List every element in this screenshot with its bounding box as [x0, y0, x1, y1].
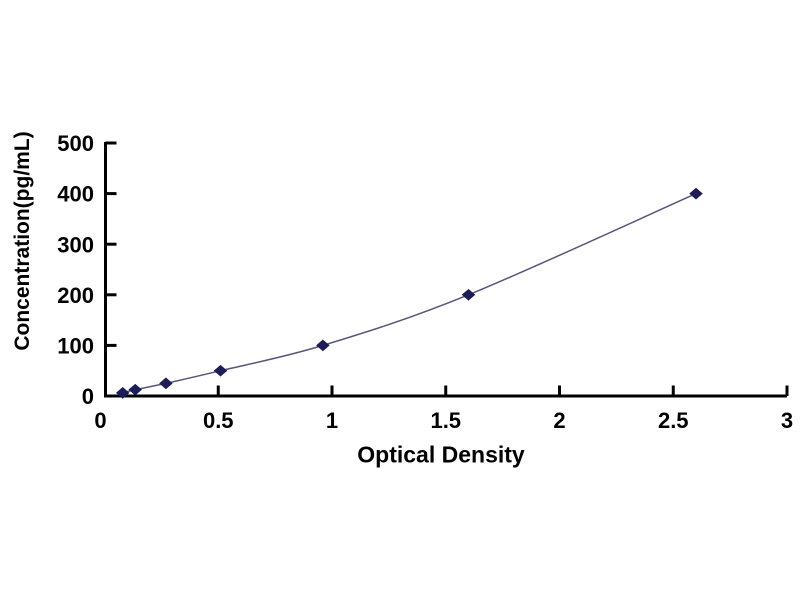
y-tick-label: 100 [57, 334, 94, 359]
data-point-marker [128, 383, 142, 396]
x-tick-label: 3 [781, 408, 793, 433]
x-tick-label: 0.5 [203, 408, 234, 433]
axis-lines [104, 142, 787, 398]
x-tick-label: 0 [94, 408, 106, 433]
x-tick-label: 2.5 [658, 408, 689, 433]
x-tick-label: 1 [326, 408, 338, 433]
x-tick-label: 2 [553, 408, 565, 433]
y-tick-label: 0 [82, 384, 94, 409]
data-point-marker [213, 364, 228, 377]
x-tick-label: 1.5 [430, 408, 461, 433]
data-point-marker [115, 386, 130, 399]
y-tick-label: 500 [57, 131, 94, 156]
x-axis-title: Optical Density [357, 441, 525, 468]
y-axis-title: Concentration(pg/mL) [11, 131, 34, 351]
data-point-marker [316, 339, 330, 352]
data-point-marker [689, 187, 703, 200]
y-tick-label: 300 [57, 232, 94, 257]
y-tick-label: 400 [57, 182, 94, 207]
y-tick-label: 200 [57, 283, 94, 308]
data-point-marker [159, 377, 173, 390]
standard-curve-line [122, 192, 697, 394]
data-point-marker [461, 288, 476, 301]
